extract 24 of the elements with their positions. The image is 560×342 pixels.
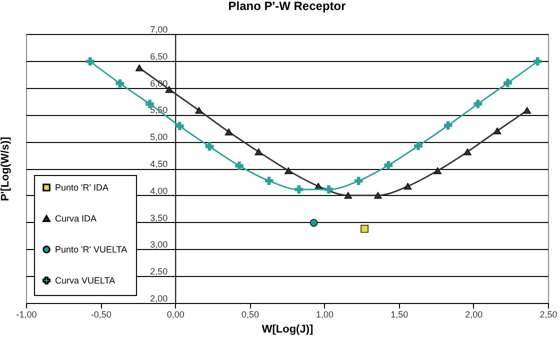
x-tick-label: 0,50 bbox=[241, 310, 259, 320]
x-tick-label: 1,00 bbox=[316, 310, 334, 320]
legend-label: Punto 'R' IDA bbox=[55, 182, 108, 192]
x-tick-label: -0,50 bbox=[90, 310, 112, 320]
y-axis-title: P'[Log(W/s)] bbox=[0, 136, 12, 202]
y-tick-label: 4,00 bbox=[150, 186, 168, 196]
y-tick-label: 3,50 bbox=[150, 212, 168, 223]
y-tick-label: 6,50 bbox=[150, 51, 168, 62]
x-tick-label: -1,00 bbox=[16, 310, 37, 320]
y-tick-label: 5,00 bbox=[150, 132, 168, 142]
y-tick-label: 2,00 bbox=[150, 294, 168, 304]
x-tick-label: 0,00 bbox=[166, 310, 184, 320]
legend-label: Curva VUELTA bbox=[55, 276, 116, 286]
chart-title: Plano P'-W Receptor bbox=[228, 0, 346, 13]
x-tick-label: 2,00 bbox=[465, 310, 483, 320]
x-tick-label: 1,50 bbox=[390, 310, 408, 320]
x-axis-title: W[Log(J)] bbox=[262, 324, 314, 336]
y-tick-label: 7,00 bbox=[150, 24, 168, 34]
legend-label: Punto 'R' VUELTA bbox=[55, 244, 128, 254]
legend-label: Curva IDA bbox=[55, 214, 97, 224]
x-tick-label: 2,50 bbox=[540, 310, 558, 320]
y-tick-label: 4,50 bbox=[150, 159, 168, 169]
y-tick-label: 3,00 bbox=[150, 240, 168, 250]
y-tick-label: 2,50 bbox=[150, 266, 168, 277]
